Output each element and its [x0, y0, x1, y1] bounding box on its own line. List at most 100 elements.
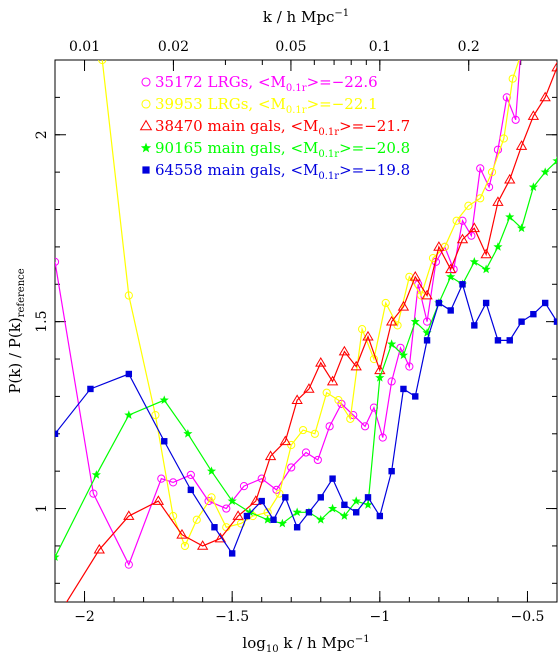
- x-tick-label: −0.5: [510, 609, 544, 625]
- data-point: [305, 509, 313, 516]
- data-point: [435, 299, 443, 307]
- data-point: [398, 350, 409, 360]
- data-point: [93, 543, 105, 554]
- series-layer: [55, 26, 557, 602]
- data-point: [487, 168, 497, 177]
- data-point: [211, 524, 218, 531]
- data-point: [528, 182, 538, 191]
- data-point: [409, 271, 421, 281]
- series-line: [65, 67, 557, 602]
- data-point: [196, 540, 209, 550]
- top-tick-label: 0.05: [275, 39, 306, 55]
- data-point: [482, 299, 490, 307]
- data-point: [540, 167, 550, 177]
- data-point: [214, 532, 227, 543]
- top-axis-label: k / h Mpc−1: [263, 8, 349, 26]
- data-point: [292, 507, 302, 517]
- axis-ticks: −2 −1.5 −1 −0.5 1 1.5 2 0.01 0.02 0.05 0.1 0.2: [34, 39, 558, 625]
- data-point: [518, 38, 525, 45]
- legend-marker: [141, 99, 151, 109]
- data-point: [405, 362, 414, 371]
- legend-label: 39953 LRGs, <M0.1r>=−22.1: [155, 95, 378, 116]
- data-point: [511, 115, 520, 124]
- data-point: [422, 317, 432, 326]
- data-point: [338, 345, 351, 356]
- data-point: [517, 223, 527, 233]
- data-point: [183, 428, 193, 438]
- data-point: [157, 474, 166, 483]
- data-point: [328, 503, 338, 513]
- data-point: [369, 354, 379, 364]
- data-point: [530, 310, 537, 318]
- data-point: [476, 194, 485, 203]
- data-point: [397, 300, 410, 311]
- x-tick-label: −1: [370, 609, 391, 625]
- data-point: [387, 339, 397, 348]
- data-point: [180, 541, 190, 551]
- data-point: [192, 515, 201, 524]
- legend-marker: [141, 77, 151, 87]
- data-point: [161, 438, 168, 445]
- legend-entry: 90165 main gals, <M0.1r>=−20.8: [140, 139, 410, 160]
- data-point: [456, 233, 469, 244]
- legend-entry: 39953 LRGs, <M0.1r>=−22.1: [141, 95, 378, 116]
- data-point: [412, 393, 419, 400]
- data-point: [506, 337, 513, 344]
- data-point: [303, 383, 315, 393]
- data-point: [539, 91, 551, 102]
- data-point: [322, 388, 331, 397]
- data-point: [362, 330, 374, 341]
- legend-label: 38470 main gals, <M0.1r>=−21.7: [155, 117, 410, 138]
- data-point: [98, 60, 107, 65]
- data-point: [325, 422, 334, 431]
- data-point: [169, 478, 178, 487]
- data-point: [467, 231, 476, 240]
- legend-label: 35172 LRGs, <M0.1r>=−22.6: [155, 73, 378, 94]
- data-point: [270, 516, 277, 523]
- data-point: [250, 495, 262, 505]
- legend-marker: [139, 119, 153, 131]
- data-point: [504, 173, 516, 184]
- legend-marker: [142, 166, 150, 174]
- data-point: [376, 512, 384, 520]
- data-point: [245, 507, 255, 517]
- data-point: [293, 524, 301, 531]
- data-point: [527, 110, 540, 120]
- data-point: [279, 435, 292, 446]
- top-tick-label: 0.01: [69, 39, 100, 55]
- data-point: [388, 467, 395, 475]
- data-point: [301, 448, 311, 457]
- data-point: [55, 430, 59, 437]
- series-4: [55, 156, 557, 562]
- data-point: [524, 26, 531, 33]
- data-point: [375, 372, 385, 382]
- data-point: [446, 272, 456, 281]
- data-point: [358, 325, 367, 334]
- data-point: [346, 414, 355, 423]
- legend-entry: 35172 LRGs, <M0.1r>=−22.6: [141, 73, 378, 94]
- series-line: [101, 60, 520, 548]
- legend-marker: [140, 142, 152, 153]
- data-point: [378, 433, 387, 442]
- data-point: [492, 196, 504, 206]
- data-point: [176, 528, 188, 539]
- data-point: [433, 241, 445, 251]
- data-point: [423, 337, 431, 344]
- data-point: [243, 512, 251, 520]
- data-point: [481, 264, 491, 274]
- data-point: [468, 222, 480, 233]
- series-5: [55, 281, 557, 557]
- data-point: [317, 494, 324, 501]
- data-point: [236, 519, 246, 528]
- data-point: [505, 212, 515, 221]
- data-point: [316, 514, 326, 524]
- data-point: [315, 356, 327, 367]
- legend-entry: 38470 main gals, <M0.1r>=−21.7: [139, 117, 410, 138]
- data-point: [125, 370, 133, 378]
- plot-frame: [54, 59, 558, 603]
- data-point: [396, 343, 405, 352]
- data-point: [55, 552, 60, 562]
- data-point: [493, 145, 503, 154]
- data-point: [329, 475, 336, 482]
